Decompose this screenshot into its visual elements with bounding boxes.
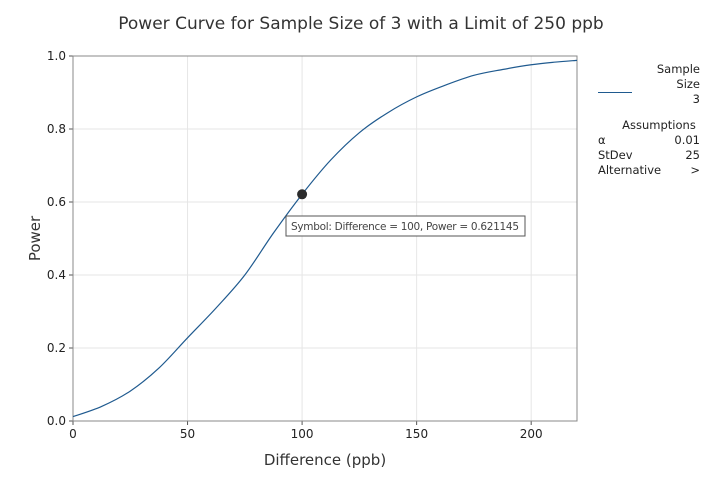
legend-title-1: Sample — [656, 62, 700, 76]
chart-title: Power Curve for Sample Size of 3 with a … — [118, 14, 604, 34]
power-point-marker — [297, 189, 308, 200]
marker-label-box — [285, 215, 526, 237]
assumption-value: 25 — [685, 148, 700, 162]
y-tick-label: 0.8 — [47, 122, 66, 136]
legend-entry-label: 3 — [692, 92, 700, 106]
assumptions-title: Assumptions — [622, 118, 696, 132]
assumption-stdev: StDev 25 — [598, 148, 700, 163]
marker-label: Symbol: Difference = 100, Power = 0.6211… — [291, 221, 519, 233]
x-tick-label: 150 — [405, 427, 428, 441]
assumption-label: Alternative — [598, 163, 662, 177]
y-tick-label: 0.2 — [47, 341, 66, 355]
y-tick-label: 0.4 — [47, 268, 66, 282]
assumption-alpha: α 0.01 — [598, 133, 700, 148]
y-axis-label: Power — [26, 215, 44, 261]
assumption-label: α — [598, 133, 606, 147]
assumption-alternative: Alternative > — [598, 163, 700, 178]
assumption-value: > — [690, 163, 700, 177]
x-tick-label: 0 — [69, 427, 77, 441]
legend-title-2: Size — [676, 77, 700, 91]
assumption-label: StDev — [598, 148, 633, 162]
assumption-value: 0.01 — [674, 133, 700, 147]
x-axis-label: Difference (ppb) — [264, 451, 386, 469]
y-tick-label: 0.6 — [47, 195, 66, 209]
legend: Sample Size 3 Assumptions α 0.01 StDev 25 … — [598, 62, 700, 178]
x-tick-label: 100 — [291, 427, 314, 441]
x-tick-label: 50 — [180, 427, 195, 441]
legend-entry: 3 — [598, 92, 700, 107]
y-tick-label: 1.0 — [47, 49, 66, 63]
legend-line-swatch — [598, 92, 632, 107]
power-curve-line — [72, 59, 578, 418]
plot-frame — [72, 55, 578, 422]
y-tick-label: 0.0 — [47, 414, 66, 428]
x-tick-label: 200 — [520, 427, 543, 441]
